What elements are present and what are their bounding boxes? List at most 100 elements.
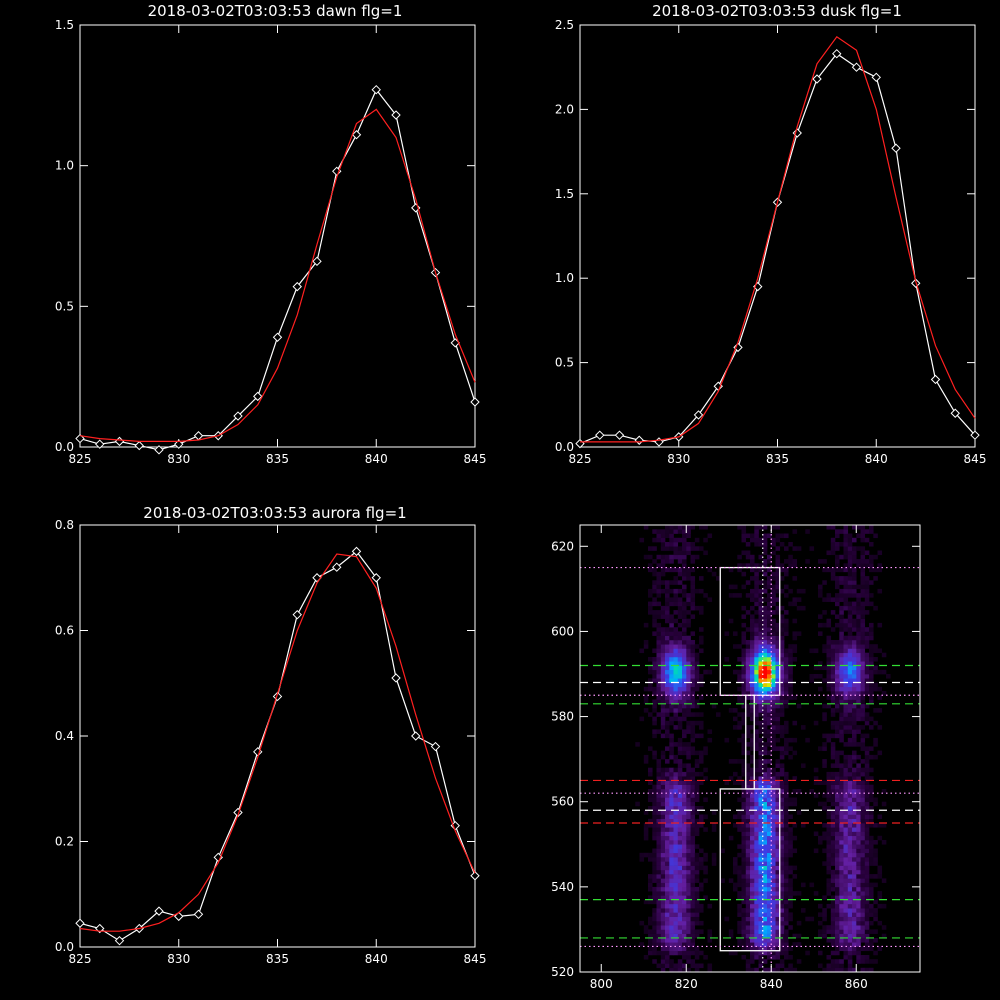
heatmap-cell [673,814,679,820]
heatmap-cell [711,571,717,577]
heatmap-cell [771,793,776,798]
heatmap-cell [839,835,844,841]
heatmap-cell [779,733,785,739]
heatmap-cell [648,665,653,671]
heatmap-cell [877,750,883,756]
heatmap-cell [762,648,768,654]
heatmap-cell [835,695,840,700]
heatmap-cell [673,678,679,683]
heatmap-cell [784,818,789,824]
heatmap-cell [656,601,662,607]
heatmap-cell [703,814,708,820]
heatmap-cell [669,648,674,654]
heatmap-cell [830,750,836,756]
heatmap-cell [673,878,679,883]
heatmap-cell [750,882,755,888]
heatmap-cell [669,869,674,875]
heatmap-cell [758,686,764,692]
heatmap-cell [873,554,878,560]
heatmap-cell [852,695,857,700]
heatmap-cell [733,950,738,956]
heatmap-cell [690,818,696,824]
heatmap-cell [762,729,768,734]
heatmap-cell [784,857,789,862]
y-tick-label: 1.5 [555,187,574,201]
heatmap-cell [686,567,691,573]
heatmap-cell [686,878,691,883]
heatmap-cell [677,657,683,662]
heatmap-cell [869,882,874,888]
x-tick-label: 845 [464,452,487,466]
heatmap-cell [682,857,687,862]
heatmap-cell [767,648,772,654]
heatmap-cell [767,789,772,794]
heatmap-cell [673,912,679,917]
heatmap-cell [843,669,849,675]
heatmap-cell [741,857,747,862]
heatmap-cell [677,818,683,824]
heatmap-cell [813,776,819,781]
heatmap-cell [758,903,764,909]
heatmap-cell [699,720,704,726]
heatmap-cell [694,771,700,777]
heatmap-cell [860,657,866,662]
heatmap-cell [779,635,785,641]
heatmap-cell [852,861,857,866]
heatmap-cell [652,801,657,807]
heatmap-cell [860,955,866,960]
heatmap-cell [673,916,679,922]
heatmap-cell [677,644,683,649]
heatmap-cell [694,759,700,764]
heatmap-cell [660,699,666,705]
heatmap-cell [830,942,836,947]
heatmap-cell [869,627,874,632]
heatmap-cell [648,588,653,594]
heatmap-cell [665,640,670,645]
heatmap-cell [741,733,747,739]
heatmap-cell [877,946,883,952]
heatmap-cell [784,669,789,675]
heatmap-cell [847,695,853,700]
heatmap-cell [843,823,849,828]
heatmap-cell [796,891,802,896]
heatmap-cell [673,644,679,649]
heatmap-cell [673,942,679,947]
heatmap-cell [677,597,683,602]
heatmap-cell [673,580,679,585]
heatmap-cell [648,567,653,573]
heatmap-cell [771,852,776,858]
y-tick-label: 560 [551,795,574,809]
x-tick-label: 825 [69,952,92,966]
heatmap-cell [784,776,789,781]
heatmap-cell [767,793,772,798]
heatmap-cell [779,567,785,573]
heatmap-cell [869,754,874,760]
heatmap-cell [881,789,887,794]
heatmap-cell [830,652,836,658]
heatmap-cell [694,554,700,560]
heatmap-cell [822,823,827,828]
heatmap-cell [652,784,657,790]
heatmap-cell [694,950,700,956]
heatmap-cell [741,657,747,662]
heatmap-cell [745,891,751,896]
heatmap-cell [864,925,870,930]
heatmap-cell [860,818,866,824]
heatmap-cell [843,725,849,730]
heatmap-cell [767,844,772,849]
heatmap-cell [826,622,832,628]
heatmap-cell [648,929,653,934]
heatmap-cell [762,674,768,679]
heatmap-cell [741,869,747,875]
heatmap-cell [762,784,768,790]
heatmap-cell [758,682,764,688]
heatmap-cell [784,848,789,854]
data-point-marker [351,130,362,140]
heatmap-cell [677,827,683,832]
heatmap-cell [682,627,687,632]
heatmap-cell [767,699,772,705]
heatmap-cell [792,823,798,828]
heatmap-cell [775,665,781,671]
heatmap-cell [771,789,776,794]
heatmap-cell [703,746,708,751]
